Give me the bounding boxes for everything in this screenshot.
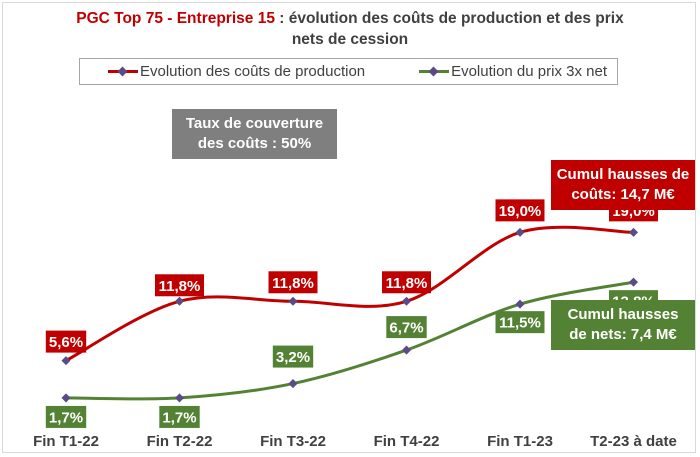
data-label-price-0: 1,7% (45, 405, 87, 428)
x-tick-label-5: T2-23 à date (590, 433, 677, 450)
net-cumul-note: Cumul hausses de nets: 7,4 M€ (551, 300, 695, 350)
svg-text:19,0%: 19,0% (499, 203, 542, 220)
data-label-cost-4: 19,0% (495, 199, 545, 222)
data-point-price-0 (61, 393, 71, 403)
data-point-price-3 (401, 345, 412, 355)
title-line-2: nets de cession (291, 31, 409, 48)
data-point-cost-4 (515, 227, 525, 237)
svg-text:11,8%: 11,8% (386, 275, 428, 292)
legend-swatch-cost (108, 67, 138, 77)
data-point-cost-5 (628, 227, 639, 237)
x-tick-label-3: Fin T4-22 (374, 433, 440, 450)
chart-legend: Evolution des coûts de production Evolut… (79, 58, 618, 85)
series-line-cost (65, 225, 634, 362)
data-label-price-4: 11,5% (495, 311, 545, 334)
cost-cumul-note: Cumul hausses de coûts: 14,7 M€ (551, 160, 695, 210)
legend-item-cost: Evolution des coûts de production (108, 63, 365, 80)
net-cumul-line-1: Cumul hausses (567, 306, 679, 323)
data-label-cost-0: 5,6% (45, 330, 87, 353)
coverage-note-line-2: des coûts : 50% (197, 135, 312, 152)
data-label-price-3: 6,7% (386, 316, 427, 339)
title-line-1: PGC Top 75 - Entreprise 15 : évolution d… (0, 8, 700, 29)
legend-swatch-price (419, 67, 450, 77)
svg-text:5,6%: 5,6% (49, 334, 83, 351)
x-tick-label-2: Fin T3-22 (260, 433, 326, 450)
data-point-cost-3 (401, 296, 412, 306)
title-brand: PGC Top 75 - Entreprise 15 (76, 10, 275, 27)
svg-text:1,7%: 1,7% (49, 409, 83, 426)
data-point-price-2 (288, 379, 298, 389)
coverage-note-line-1: Taux de couverture (185, 115, 324, 132)
svg-text:1,7%: 1,7% (162, 409, 196, 426)
cost-cumul-line-1: Cumul hausses de (556, 166, 690, 183)
legend-label-price: Evolution du prix 3x net (451, 63, 607, 80)
chart-frame (2, 2, 696, 453)
data-label-price-2: 3,2% (272, 345, 314, 368)
data-label-cost-2: 11,8% (268, 271, 318, 294)
chart-title: PGC Top 75 - Entreprise 15 : évolution d… (0, 8, 700, 50)
legend-label-cost: Evolution des coûts de production (140, 63, 366, 80)
x-tick-label-4: Fin T1-23 (487, 433, 553, 450)
svg-text:11,8%: 11,8% (272, 275, 314, 292)
legend-item-price: Evolution du prix 3x net (419, 63, 607, 80)
data-point-cost-2 (288, 296, 298, 306)
net-cumul-line-2: de nets: 7,4 M€ (569, 326, 677, 343)
coverage-note: Taux de couverture des coûts : 50% (172, 109, 337, 159)
cost-cumul-line-2: coûts: 14,7 M€ (571, 186, 675, 203)
svg-text:11,8%: 11,8% (159, 278, 201, 295)
data-label-cost-3: 11,8% (382, 271, 431, 294)
svg-text:3,2%: 3,2% (276, 349, 310, 366)
data-point-price-1 (174, 393, 185, 403)
svg-text:6,7%: 6,7% (389, 320, 423, 337)
data-label-price-1: 1,7% (159, 405, 200, 428)
data-point-price-4 (515, 299, 525, 309)
x-tick-label-1: Fin T2-22 (147, 433, 213, 450)
x-tick-label-0: Fin T1-22 (33, 433, 99, 450)
series-line-price (65, 280, 634, 401)
data-label-cost-1: 11,8% (155, 274, 204, 297)
data-point-cost-1 (174, 296, 185, 306)
svg-text:11,5%: 11,5% (499, 315, 541, 332)
title-line-1-rest: : évolution des coûts de production et d… (274, 10, 624, 27)
data-point-price-5 (628, 277, 639, 287)
